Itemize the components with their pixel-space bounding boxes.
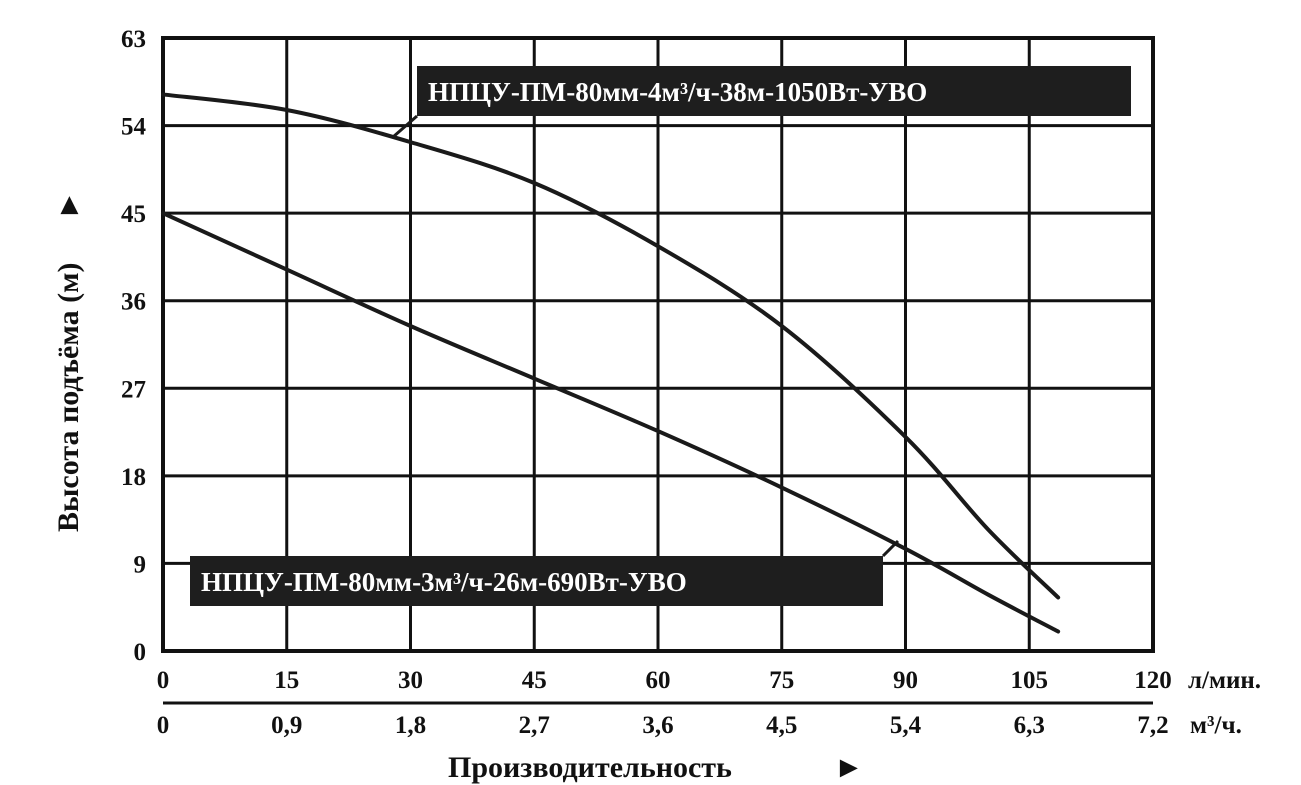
y-tick-label: 54 xyxy=(121,114,147,141)
series-name-label: НПЦУ-ПМ-80мм-3м³/ч-26м-690Вт-УВО xyxy=(201,567,687,597)
series-label-box xyxy=(190,556,883,606)
y-tick-label: 36 xyxy=(121,289,146,316)
x-tick-label-secondary: 6,3 xyxy=(1014,712,1045,739)
x-tick-label-secondary: 4,5 xyxy=(766,712,797,739)
x-tick-label-secondary: 1,8 xyxy=(395,712,426,739)
x-tick-label-secondary: 7,2 xyxy=(1137,712,1168,739)
series-labels: НПЦУ-ПМ-80мм-4м³/ч-38м-1050Вт-УВО НПЦУ-ПМ… xyxy=(190,66,1131,606)
series-curves xyxy=(161,92,1061,634)
y-axis-arrow: ► xyxy=(52,190,85,220)
series-line-1 xyxy=(161,92,1061,600)
x-tick-label-secondary: 2,7 xyxy=(519,712,550,739)
x-unit-secondary: м³/ч. xyxy=(1190,712,1242,739)
y-axis-label: Высота подъёма (м) xyxy=(52,262,85,532)
x-unit-primary: л/мин. xyxy=(1188,667,1261,694)
plot-frame xyxy=(161,36,1155,653)
y-axis-ticks: 0 9 18 27 36 45 54 63 xyxy=(121,26,147,666)
x-tick-label-primary: 30 xyxy=(398,667,423,694)
x-tick-label-primary: 60 xyxy=(646,667,671,694)
x-tick-label-secondary: 0,9 xyxy=(271,712,302,739)
y-tick-label: 45 xyxy=(121,201,146,228)
y-tick-label: 0 xyxy=(134,639,147,666)
series-line-2 xyxy=(161,211,1061,634)
y-tick-label: 27 xyxy=(121,376,146,403)
y-tick-label: 9 xyxy=(134,551,147,578)
series-label-leader xyxy=(881,539,900,558)
x-tick-label-primary: 120 xyxy=(1134,667,1172,694)
x-tick-label-primary: 15 xyxy=(274,667,299,694)
x-axis-arrow: ► xyxy=(834,751,864,784)
x-tick-label-primary: 90 xyxy=(893,667,918,694)
x-tick-label-primary: 75 xyxy=(769,667,794,694)
y-tick-label: 63 xyxy=(121,26,146,53)
y-tick-label: 18 xyxy=(121,464,146,491)
series-name-label: НПЦУ-ПМ-80мм-4м³/ч-38м-1050Вт-УВО xyxy=(428,77,927,107)
x-tick-label-primary: 105 xyxy=(1011,667,1049,694)
x-tick-label-secondary: 5,4 xyxy=(890,712,922,739)
x-axis-title: Производительность ► xyxy=(448,751,864,784)
x-axis-label: Производительность xyxy=(448,751,732,784)
y-axis-title: Высота подъёма (м) ► xyxy=(52,190,85,532)
x-tick-label-secondary: 0 xyxy=(157,712,170,739)
series-label-box xyxy=(417,66,1131,116)
x-tick-label-primary: 45 xyxy=(522,667,547,694)
series-label-leader xyxy=(392,114,418,139)
x-axis-ticks: 0 15 30 45 60 75 90 105 120 0 0,9 1,8 2,7 3,6 4,5 5,4 6,… xyxy=(157,667,1172,739)
x-tick-label-secondary: 3,6 xyxy=(642,712,673,739)
x-tick-label-primary: 0 xyxy=(157,667,170,694)
